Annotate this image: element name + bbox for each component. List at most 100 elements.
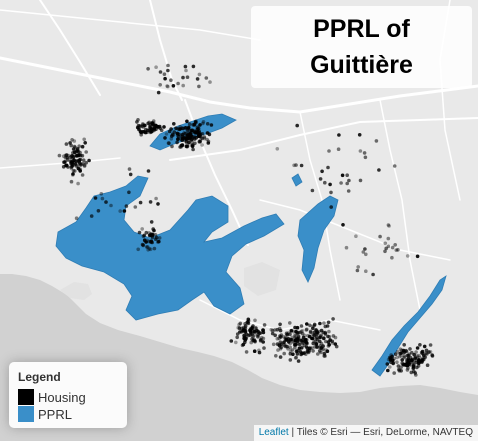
housing-point [425,363,430,368]
housing-point [181,75,185,80]
housing-point [418,343,422,347]
housing-point [205,122,210,126]
housing-point [428,343,433,347]
housing-point [323,331,328,336]
housing-point [412,363,416,368]
housing-point [241,342,246,347]
housing-point [100,196,105,201]
housing-point [292,330,296,334]
housing-point [390,358,395,363]
housing-point [316,352,320,356]
housing-point [248,333,252,337]
housing-point [253,318,257,323]
housing-point [87,158,91,163]
housing-point [355,268,360,273]
housing-point [118,209,122,213]
housing-point [322,336,326,341]
map-title-line-1: PPRL of [313,15,410,43]
housing-point [337,133,341,137]
housing-point [325,324,330,328]
housing-point [387,224,391,228]
housing-point [246,317,251,322]
housing-point [201,121,205,126]
housing-point [410,350,414,355]
housing-point [80,153,85,158]
legend: Legend Housing PPRL [9,362,127,428]
housing-point [288,332,292,337]
housing-point [298,342,302,347]
housing-point [301,335,306,340]
housing-point [319,328,324,333]
housing-point [144,230,149,235]
housing-point [336,147,341,151]
housing-point [156,202,160,206]
housing-point [80,144,85,149]
housing-point [295,123,300,128]
housing-point [246,319,251,323]
housing-point [278,328,283,333]
housing-point [200,143,204,147]
housing-point [138,124,142,128]
housing-point [274,354,278,358]
housing-point [402,343,407,347]
housing-point [386,368,390,373]
housing-point [362,151,367,155]
housing-point [374,139,379,143]
housing-point [205,131,210,135]
housing-point [191,143,195,147]
housing-point [82,137,86,142]
housing-point [363,247,367,251]
housing-point [71,172,75,176]
housing-point [290,328,294,333]
housing-point [152,246,157,251]
housing-point [300,345,305,350]
housing-point [308,323,312,328]
housing-point [185,133,190,138]
housing-point [315,332,319,337]
housing-point [276,348,280,352]
housing-point [172,122,176,126]
housing-point [300,338,305,342]
housing-point [275,336,280,341]
housing-point [333,335,338,340]
housing-point [206,141,211,145]
housing-point [197,72,202,77]
housing-point [404,349,409,354]
pprl-zone-river [371,275,447,377]
housing-point [202,135,207,139]
housing-point [145,245,150,249]
housing-point [194,130,198,135]
housing-point [405,254,410,258]
housing-point [364,269,368,274]
housing-point [144,127,148,132]
housing-point [140,227,144,231]
housing-point [69,143,73,148]
housing-point [358,149,363,153]
housing-point [402,354,407,358]
housing-point [64,153,69,157]
housing-point [187,140,191,145]
housing-point [154,196,158,201]
housing-point [192,122,197,127]
housing-point [284,338,288,343]
housing-point [322,321,326,325]
housing-point [296,338,301,343]
housing-point [70,164,74,168]
housing-point [321,344,325,348]
housing-point [392,164,397,168]
housing-point [321,347,325,352]
housing-point [181,83,185,88]
housing-point [304,328,309,332]
housing-point [282,351,287,356]
housing-point [310,188,315,193]
housing-point [294,163,298,167]
housing-point [378,234,382,239]
housing-point [190,136,194,141]
leaflet-link[interactable]: Leaflet [258,427,289,438]
housing-point [244,350,249,354]
housing-point [293,339,298,343]
housing-point [187,125,191,130]
housing-point [305,349,310,353]
housing-point [417,353,421,358]
housing-point [261,336,266,341]
